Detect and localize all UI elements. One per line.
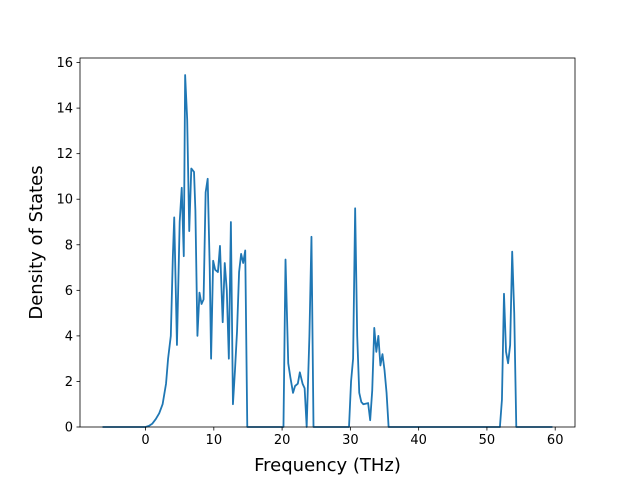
y-tick-label: 14 — [56, 102, 73, 117]
x-tick-label: 20 — [274, 433, 291, 448]
y-tick-label: 6 — [65, 284, 73, 299]
x-tick-label: 0 — [141, 433, 149, 448]
line — [102, 74, 553, 428]
y-tick-label: 8 — [65, 238, 73, 253]
x-axis-label: Frequency (THz) — [254, 455, 401, 476]
x-tick-label: 60 — [547, 433, 564, 448]
y-tick-label: 10 — [56, 193, 73, 208]
x-tick-label: 30 — [342, 433, 359, 448]
plot-frame — [79, 57, 576, 428]
x-tick-label: 50 — [479, 433, 496, 448]
y-tick-label: 16 — [56, 56, 73, 71]
y-axis-label: Density of States — [26, 165, 47, 319]
x-tick-label: 40 — [410, 433, 427, 448]
y-tick-label: 12 — [56, 147, 73, 162]
x-tick-label: 10 — [206, 433, 223, 448]
y-tick-label: 4 — [65, 329, 73, 344]
y-tick-label: 0 — [65, 421, 73, 436]
y-tick-label: 2 — [65, 375, 73, 390]
